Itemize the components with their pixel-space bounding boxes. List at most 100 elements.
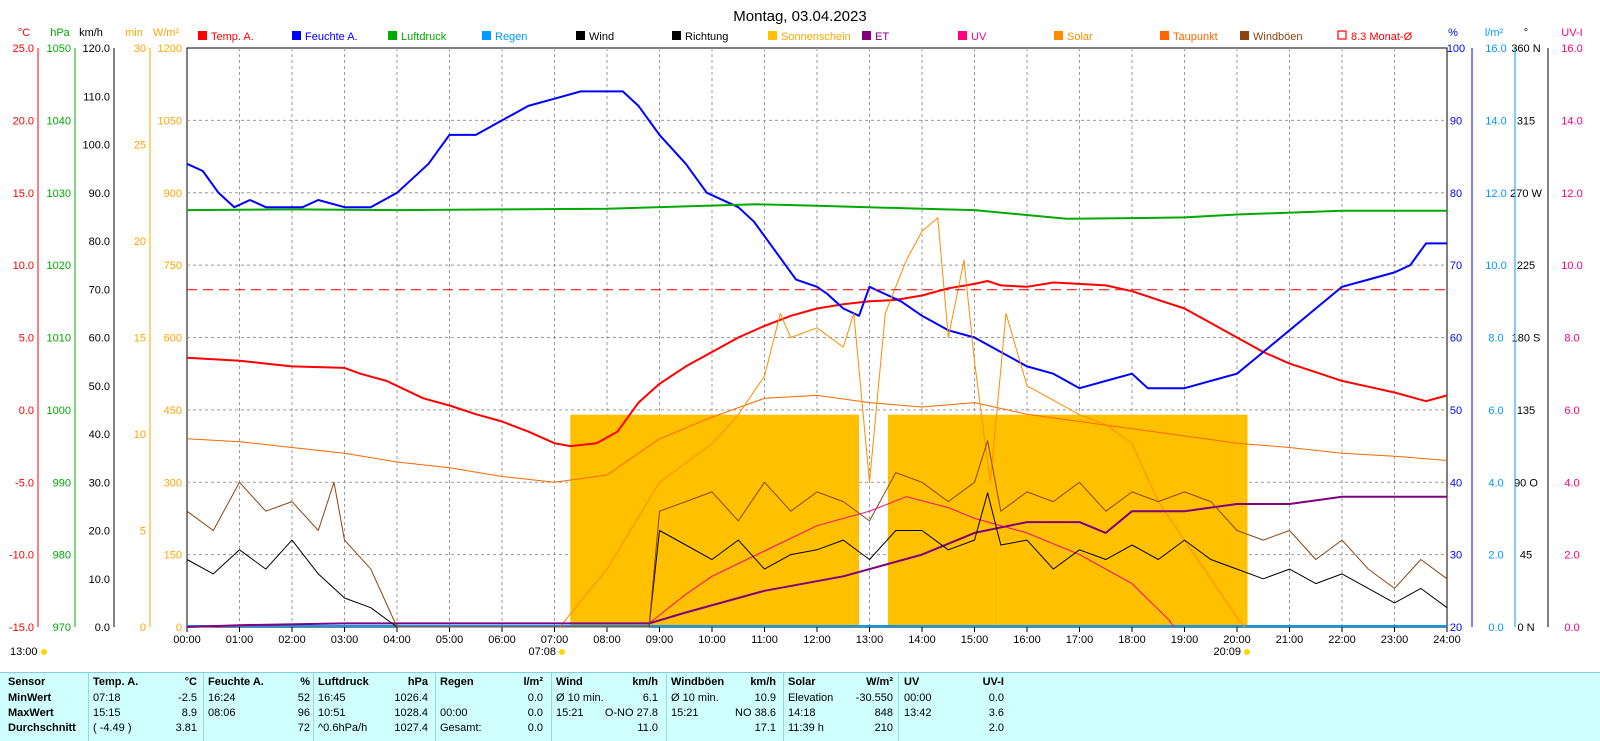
tick-label-humidity: 80 — [1450, 188, 1462, 200]
summary-value: -30.550 — [855, 692, 893, 704]
summary-unit: W/m² — [866, 676, 893, 688]
tick-label-sun: 10 — [134, 429, 146, 441]
summary-unit: km/h — [632, 676, 658, 688]
tick-label-wind: 120.0 — [82, 43, 110, 55]
summary-value: 52 — [297, 692, 310, 704]
legend-swatch — [388, 31, 397, 40]
legend-label: Solar — [1067, 31, 1093, 43]
x-tick-label: 01:00 — [226, 634, 254, 646]
x-tick-label: 02:00 — [278, 634, 306, 646]
axis-unit-temp: °C — [18, 27, 30, 39]
legend-label: Feuchte A. — [305, 31, 358, 43]
tick-label-pressure: 1000 — [47, 405, 71, 417]
axis-unit-rain: l/m² — [1485, 27, 1504, 39]
summary-time: 00:00 — [440, 707, 468, 719]
summary-time: Gesamt: — [440, 722, 482, 734]
tick-label-humidity: 50 — [1450, 405, 1462, 417]
tick-label-humidity: 20 — [1450, 622, 1462, 634]
tick-label-pressure: 970 — [53, 622, 71, 634]
summary-header: Feuchte A. — [208, 676, 264, 688]
legend-swatch — [1337, 30, 1347, 40]
x-tick-label: 10:00 — [698, 634, 726, 646]
summary-header: Sensor — [8, 676, 46, 688]
summary-unit: UV-I — [982, 676, 1004, 688]
legend-swatch — [292, 31, 301, 40]
sunrise-time: 07:08 — [528, 646, 556, 658]
summary-value: 3.81 — [175, 722, 197, 734]
summary-value: O-NO 27.8 — [604, 707, 658, 719]
summary-time: ^0.6hPa/h — [318, 722, 368, 734]
summary-divider — [435, 673, 436, 741]
tick-label-humidity: 70 — [1450, 260, 1462, 272]
tick-label-uv: 0.0 — [1564, 622, 1579, 634]
summary-divider — [783, 673, 784, 741]
sunshine-bar — [570, 414, 859, 627]
summary-row-label: Durchschnitt — [8, 722, 76, 734]
summary-value: 848 — [874, 707, 893, 719]
series-taupunkt — [186, 394, 1448, 483]
summary-time: 11:39 h — [788, 722, 824, 734]
tick-label-rain: 2.0 — [1488, 550, 1503, 562]
summary-unit: km/h — [750, 676, 776, 688]
summary-time: 15:21 — [671, 707, 699, 719]
tick-label-direction: 360 N — [1511, 43, 1540, 55]
series-windb-en — [186, 440, 1448, 628]
legend-swatch — [672, 31, 681, 40]
summary-header: Regen — [440, 676, 474, 688]
x-tick-label: 12:00 — [803, 634, 831, 646]
tick-label-temp: 15.0 — [13, 188, 34, 200]
axis-unit-direction: ° — [1524, 27, 1528, 39]
chart-title: Montag, 03.04.2023 — [733, 8, 866, 25]
summary-value: 2.0 — [988, 722, 1004, 734]
series-temp-a- — [186, 280, 1448, 448]
tick-label-wind: 40.0 — [89, 429, 110, 441]
tick-label-wind: 50.0 — [89, 381, 110, 393]
legend-label: Regen — [495, 31, 527, 43]
tick-label-solar: 1200 — [158, 43, 182, 55]
tick-label-wind: 10.0 — [89, 574, 110, 586]
summary-value: 0.0 — [988, 692, 1004, 704]
tick-label-solar: 1050 — [158, 115, 182, 127]
x-tick-label: 23:00 — [1381, 634, 1409, 646]
summary-unit: l/m² — [523, 676, 543, 688]
summary-value: 0.0 — [527, 692, 543, 704]
tick-label-rain: 16.0 — [1485, 43, 1506, 55]
sunset-icon — [1244, 649, 1250, 655]
legend-swatch — [482, 31, 491, 40]
tick-label-solar: 900 — [164, 188, 182, 200]
summary-header: Windböen — [671, 676, 725, 688]
x-tick-label: 21:00 — [1276, 634, 1304, 646]
summary-time: 13:42 — [904, 707, 932, 719]
tick-label-pressure: 990 — [53, 477, 71, 489]
legend-label: Taupunkt — [1173, 31, 1218, 43]
summary-divider — [551, 673, 552, 741]
x-tick-label: 20:00 — [1223, 634, 1251, 646]
summary-value: NO 38.6 — [735, 707, 776, 719]
legend-label: Windböen — [1253, 31, 1303, 43]
tick-label-pressure: 980 — [53, 550, 71, 562]
summary-value: 1026.4 — [394, 692, 428, 704]
tick-label-temp: -15.0 — [9, 622, 34, 634]
tick-label-direction: 225 — [1517, 260, 1535, 272]
tick-label-sun: 0 — [140, 622, 146, 634]
x-tick-label: 15:00 — [961, 634, 989, 646]
tick-label-wind: 110.0 — [83, 91, 110, 103]
summary-divider — [313, 673, 314, 741]
tick-label-uv: 12.0 — [1561, 188, 1582, 200]
summary-value: 17.1 — [754, 722, 776, 734]
tick-label-uv: 10.0 — [1561, 260, 1582, 272]
tick-label-temp: 5.0 — [19, 333, 34, 345]
summary-value: 1028.4 — [394, 707, 428, 719]
tick-label-rain: 12.0 — [1485, 188, 1506, 200]
summary-time: 00:00 — [904, 692, 932, 704]
tick-label-wind: 100.0 — [82, 140, 110, 152]
tick-label-solar: 0 — [176, 622, 182, 634]
legend-swatch — [1054, 31, 1063, 40]
tick-label-humidity: 60 — [1450, 333, 1462, 345]
axis-unit-sun: min — [125, 27, 143, 39]
legend-swatch — [768, 31, 777, 40]
sunset-time: 20:09 — [1213, 646, 1241, 658]
summary-header: Luftdruck — [318, 676, 369, 688]
summary-time: ( -4.49 ) — [93, 722, 132, 734]
summary-row-label: MaxWert — [8, 707, 54, 719]
